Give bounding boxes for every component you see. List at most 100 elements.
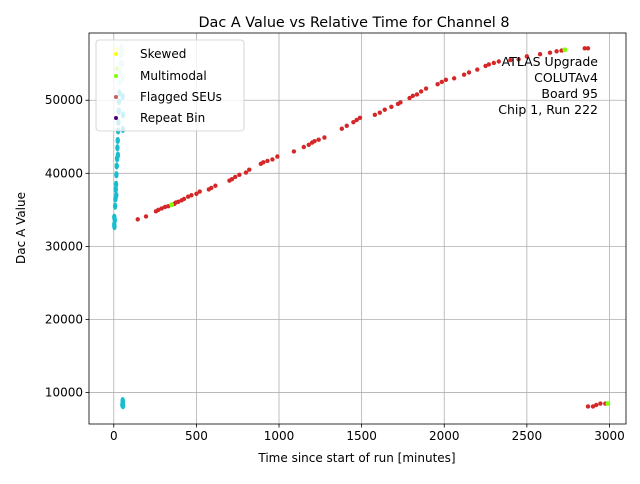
flagged-seu-point <box>475 67 480 72</box>
burst-point <box>114 162 119 170</box>
flagged-seu-point <box>547 50 553 55</box>
flagged-seu-point <box>162 204 168 210</box>
legend-box <box>95 39 245 132</box>
y-tick-label: 40000 <box>45 166 83 180</box>
annotation-line-1: ATLAS Upgrade <box>502 54 599 69</box>
flagged-seu-point <box>377 110 383 115</box>
burst-point <box>120 402 126 410</box>
flagged-seu-point <box>372 112 378 118</box>
flagged-seu-point <box>439 79 444 85</box>
flagged-seu-point <box>423 86 429 91</box>
flagged-seu-point <box>316 137 321 142</box>
flagged-seu-point <box>306 142 311 148</box>
flagged-seu-point <box>181 196 187 202</box>
flagged-seu-point <box>435 81 440 87</box>
flagged-seu-point <box>491 60 497 66</box>
x-tick-label: 1500 <box>346 429 377 443</box>
legend-marker-multimodal <box>114 74 118 78</box>
multimodal-point <box>605 401 611 406</box>
flagged-seu-point <box>585 404 591 409</box>
burst-point <box>112 202 118 210</box>
flagged-seu-point <box>357 115 363 120</box>
y-tick-label: 10000 <box>45 386 83 400</box>
flagged-seu-point <box>265 158 270 164</box>
flagged-seu-point <box>233 174 238 180</box>
x-axis-label: Time since start of run [minutes] <box>257 451 455 465</box>
flagged-seu-point <box>585 46 591 51</box>
legend-label-repeat-bin: Repeat Bin <box>140 111 205 125</box>
flagged-seu-point <box>209 185 214 191</box>
burst-point <box>114 171 119 179</box>
series-points <box>114 46 611 409</box>
burst-point <box>115 151 121 159</box>
flagged-seu-point <box>185 194 191 199</box>
burst-point <box>112 216 117 224</box>
flagged-seu-point <box>516 57 521 62</box>
flagged-seu-point <box>189 193 194 198</box>
burst-point <box>112 223 117 231</box>
annotation-line-3: Board 95 <box>541 86 598 101</box>
legend: Skewed Multimodal Flagged SEUs Repeat Bi… <box>95 39 245 132</box>
flagged-seu-point <box>312 138 317 144</box>
x-tick-label: 1000 <box>264 429 295 443</box>
flagged-seu-point <box>339 126 345 131</box>
flagged-seu-point <box>414 92 420 97</box>
plot-frame <box>88 32 627 425</box>
flagged-seu-point <box>486 62 492 67</box>
flagged-seu-point <box>261 160 266 165</box>
y-axis-ticks: 10000 20000 30000 40000 50000 <box>45 93 89 400</box>
flagged-seu-point <box>247 167 252 172</box>
flagged-seu-point <box>582 46 587 51</box>
flagged-seu-point <box>237 172 242 177</box>
flagged-seu-point <box>537 51 543 57</box>
flagged-seu-point <box>554 49 559 54</box>
grid <box>89 33 626 424</box>
flagged-seu-point <box>301 144 306 150</box>
flagged-seu-point <box>496 59 501 64</box>
flagged-seu-point <box>508 57 513 63</box>
flagged-seu-point <box>354 117 359 123</box>
flagged-seu-point <box>176 199 181 205</box>
flagged-seu-point <box>229 176 235 182</box>
flagged-seu-point <box>524 54 530 59</box>
flagged-seu-point <box>270 157 275 162</box>
legend-marker-repeat-bin <box>114 116 118 120</box>
burst-point <box>114 191 119 199</box>
flagged-seu-point <box>351 119 356 125</box>
flagged-seu-point <box>243 170 249 175</box>
flagged-seu-point <box>275 154 280 159</box>
flagged-seu-point <box>590 404 596 409</box>
y-tick-label: 50000 <box>45 93 83 107</box>
legend-marker-flagged-seus <box>114 95 118 99</box>
burst-point <box>115 136 120 145</box>
x-tick-label: 500 <box>185 429 208 443</box>
legend-label-skewed: Skewed <box>140 47 186 61</box>
multimodal-point <box>169 202 175 208</box>
flagged-seu-point <box>389 104 394 110</box>
x-tick-label: 2500 <box>512 429 543 443</box>
y-tick-label: 30000 <box>45 239 83 253</box>
x-tick-label: 3000 <box>594 429 625 443</box>
flagged-seu-point <box>398 100 403 105</box>
flagged-seu-point <box>407 95 412 101</box>
flagged-seu-point <box>466 70 472 75</box>
run-annotation: ATLAS Upgrade COLUTAv4 Board 95 Chip 1, … <box>498 54 598 117</box>
flagged-seu-point <box>213 183 218 188</box>
flagged-seu-point <box>443 77 449 82</box>
x-tick-label: 2000 <box>429 429 460 443</box>
x-tick-label: 0 <box>110 429 118 443</box>
annotation-line-2: COLUTAv4 <box>534 70 598 85</box>
flagged-seu-point <box>461 72 467 77</box>
burst-point <box>115 144 120 152</box>
flagged-seu-point <box>291 149 297 154</box>
legend-marker-skewed <box>114 52 118 56</box>
y-axis-label: Dac A Value <box>14 192 28 264</box>
legend-label-multimodal: Multimodal <box>140 69 207 83</box>
flagged-seu-point <box>143 214 149 219</box>
flagged-seu-point <box>382 107 387 112</box>
flagged-seu-point <box>451 76 457 81</box>
annotation-line-4: Chip 1, Run 222 <box>498 102 598 117</box>
flagged-seu-point <box>598 401 603 406</box>
